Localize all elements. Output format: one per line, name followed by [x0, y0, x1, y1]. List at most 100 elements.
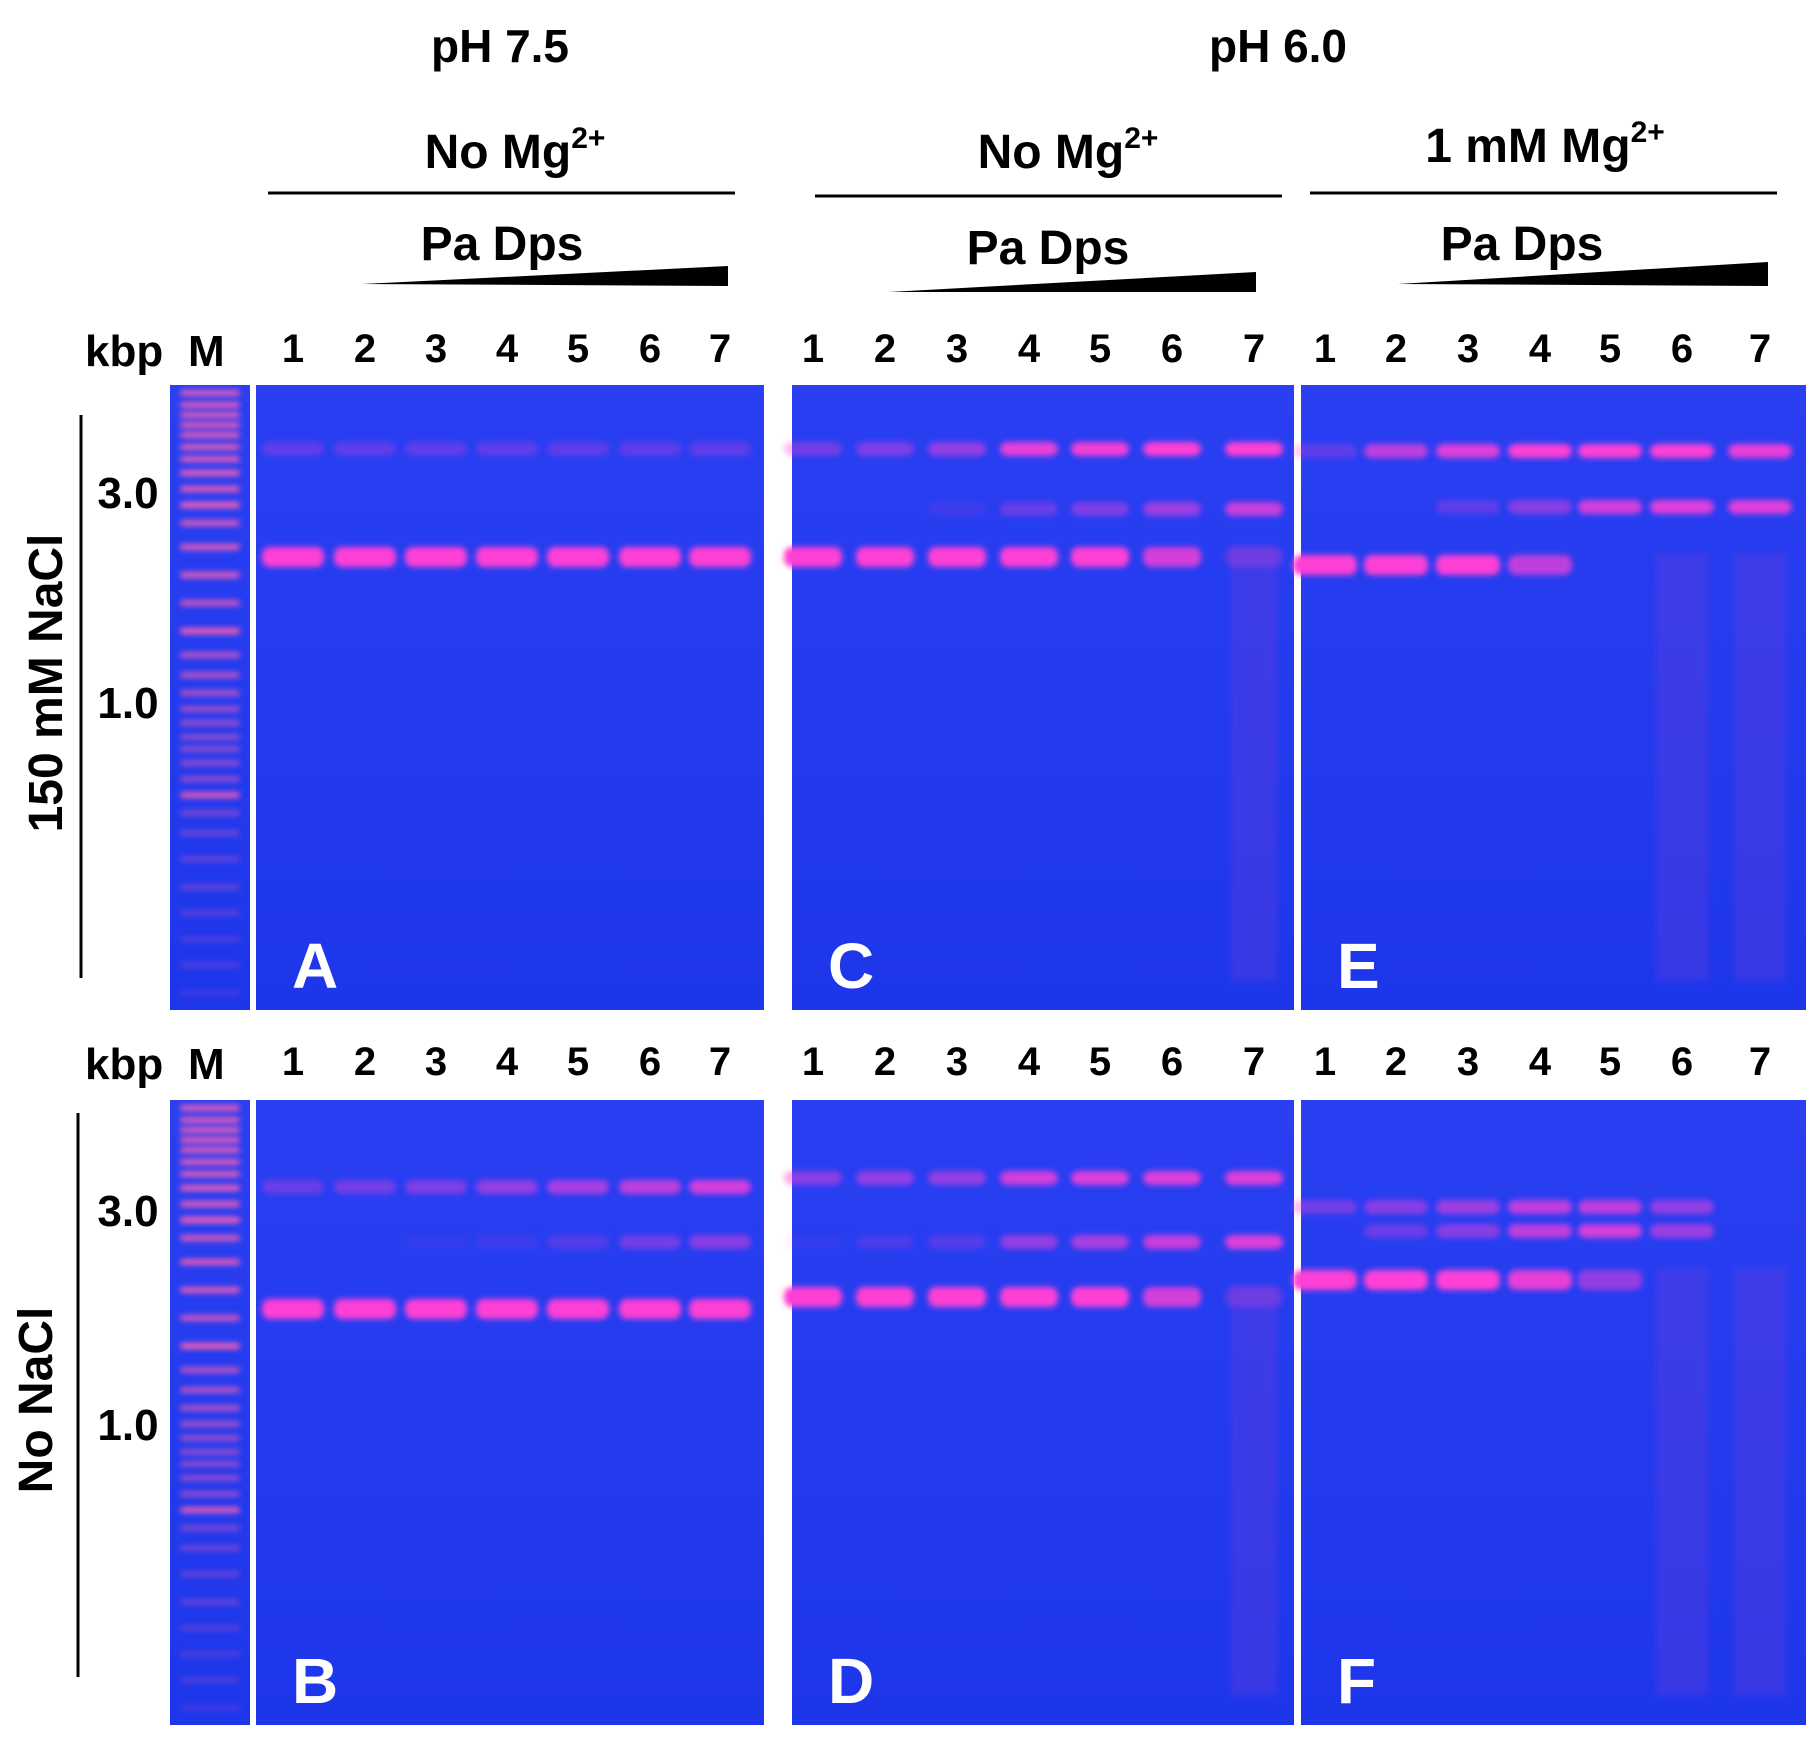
header-no-mg-a-sup: 2+ [571, 122, 605, 155]
lane-number: 6 [1161, 1040, 1183, 1084]
lane-number: 1 [1314, 1040, 1336, 1084]
dna-band [1143, 1235, 1201, 1249]
ladder-band [180, 734, 240, 740]
lane-smear [1656, 553, 1708, 980]
dna-band [784, 1287, 842, 1307]
lane-number: 4 [1018, 1040, 1041, 1084]
dna-band [1650, 500, 1714, 514]
lane-number: 2 [1385, 327, 1407, 371]
dna-band [1578, 1224, 1642, 1238]
ladder-band [180, 1315, 240, 1321]
dna-band [1436, 1270, 1500, 1290]
dna-band [784, 1171, 842, 1185]
ladder-band [180, 1677, 240, 1683]
dna-band [1578, 1200, 1642, 1214]
ladder-band [180, 720, 240, 726]
dna-band [476, 442, 538, 456]
ladder-band [180, 486, 240, 492]
dna-band [619, 547, 681, 567]
dna-band [334, 442, 396, 456]
dna-band [928, 502, 986, 516]
dna-band [1436, 444, 1500, 458]
header-no-mg-a: No Mg2+ [425, 122, 606, 179]
ladder-band [180, 470, 240, 476]
dna-band [1650, 444, 1714, 458]
ladder-band [180, 412, 240, 418]
ladder-band [180, 600, 240, 606]
marker-size-label: 1.0 [97, 679, 158, 728]
dna-band [1143, 1287, 1201, 1307]
dna-band [689, 547, 751, 567]
dna-band [784, 547, 842, 567]
panel-letter: A [292, 930, 338, 1002]
dna-band [1508, 500, 1572, 514]
dna-band [1071, 442, 1129, 456]
ladder-band [180, 1287, 240, 1293]
ladder-band [180, 760, 240, 766]
ladder-band [180, 830, 240, 836]
dna-band [1071, 1287, 1129, 1307]
gel-panel [256, 1100, 764, 1725]
dna-band [1364, 1224, 1428, 1238]
lane-number: 7 [1749, 327, 1771, 371]
dna-band [619, 1299, 681, 1319]
dna-band [1293, 444, 1357, 458]
lane-number: 4 [1018, 327, 1041, 371]
dna-band [1650, 1224, 1714, 1238]
panel-letter: F [1337, 1645, 1376, 1717]
header-no-mg-a-text: No Mg [425, 126, 572, 179]
lane-smear [1656, 1268, 1708, 1695]
ladder-band [180, 1421, 240, 1427]
dna-band [689, 442, 751, 456]
dna-band [1000, 502, 1058, 516]
lane-number: 2 [874, 327, 896, 371]
dna-band [619, 1180, 681, 1194]
marker-size-label: 1.0 [97, 1401, 158, 1450]
ladder-band [180, 628, 240, 634]
dna-band [1143, 1171, 1201, 1185]
ladder-band [180, 810, 240, 816]
header-pa-dps-c: Pa Dps [967, 222, 1130, 275]
lane-number: 6 [1161, 327, 1183, 371]
ladder-band [180, 1705, 240, 1711]
ladder-band [180, 1117, 240, 1123]
dna-band [476, 547, 538, 567]
gel-panel [792, 1100, 1294, 1725]
dna-band [1364, 444, 1428, 458]
kbp-label: kbp [85, 327, 163, 376]
ladder-band [180, 1105, 240, 1111]
dna-band [1436, 500, 1500, 514]
lane-number: 2 [1385, 1040, 1407, 1084]
ladder-band [180, 572, 240, 578]
dna-band [262, 547, 324, 567]
gel-panel [1301, 385, 1806, 1010]
lane-number: 5 [567, 327, 589, 371]
ladder-band [180, 856, 240, 862]
lane-number: 5 [567, 1040, 589, 1084]
dna-band [1508, 444, 1572, 458]
ladder-band [180, 1259, 240, 1265]
ladder-band [180, 936, 240, 942]
dna-band [928, 1171, 986, 1185]
dna-band [1000, 547, 1058, 567]
header-ph-7-5: pH 7.5 [431, 20, 569, 72]
lane-number: 5 [1089, 327, 1111, 371]
dna-band [547, 547, 609, 567]
dna-band [1143, 502, 1201, 516]
marker-size-label: 3.0 [97, 469, 158, 518]
dna-band [1000, 442, 1058, 456]
ladder-band [180, 1185, 240, 1191]
dna-band [1508, 1270, 1572, 1290]
dna-band [1508, 555, 1572, 575]
dna-band [1143, 442, 1201, 456]
dna-band [405, 1235, 467, 1249]
dna-band [1071, 547, 1129, 567]
row-label-150mm-nacl: 150 mM NaCl [20, 534, 73, 833]
panel-letter: E [1337, 930, 1380, 1002]
dna-band [1000, 1287, 1058, 1307]
dna-band [262, 1180, 324, 1194]
lane-number: 4 [496, 327, 519, 371]
lane-number: 7 [1749, 1040, 1771, 1084]
dna-band [1143, 547, 1201, 567]
ladder-band [180, 1571, 240, 1577]
